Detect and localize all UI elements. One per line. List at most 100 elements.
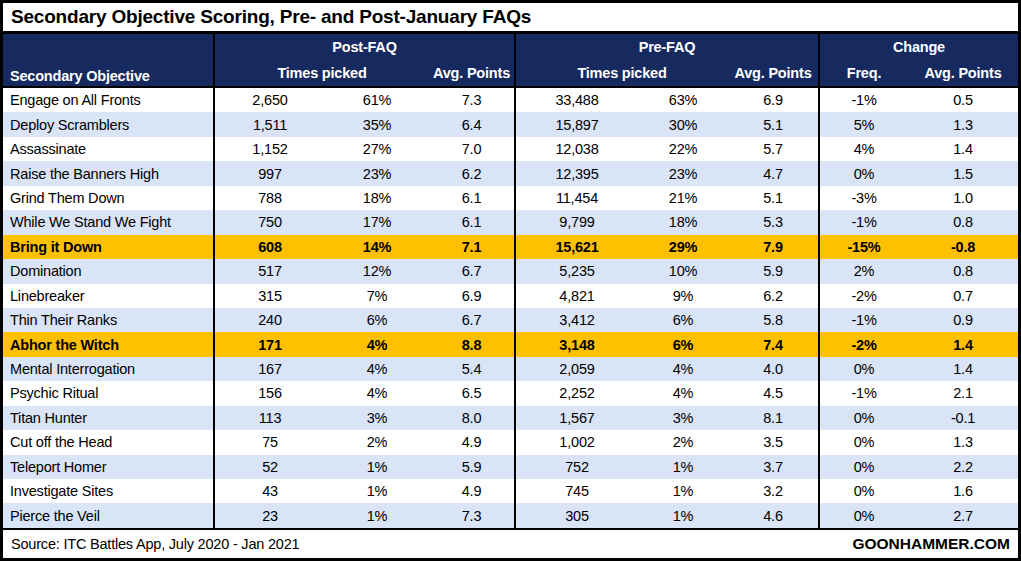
cell-pre-share: 23%	[638, 161, 728, 185]
cell-objective: Linebreaker	[3, 284, 213, 308]
table-row: Psychic Ritual1564%6.52,2524%4.5-1%2.1	[3, 381, 1018, 405]
cell-change-freq: 0%	[818, 503, 908, 527]
cell-post-times: 156	[213, 381, 325, 405]
cell-post-share: 4%	[325, 381, 429, 405]
cell-change-freq: -1%	[818, 210, 908, 234]
table-row: Pierce the Veil231%7.33051%4.60%2.7	[3, 503, 1018, 527]
cell-pre-avg: 5.1	[728, 186, 818, 210]
cell-change-avg: 1.0	[908, 186, 1018, 210]
cell-post-times: 517	[213, 259, 325, 283]
cell-objective: Cut off the Head	[3, 430, 213, 454]
cell-pre-avg: 5.8	[728, 308, 818, 332]
cell-post-avg: 8.8	[429, 332, 514, 356]
cell-objective: Pierce the Veil	[3, 503, 213, 527]
cell-pre-share: 4%	[638, 381, 728, 405]
cell-post-share: 1%	[325, 455, 429, 479]
cell-pre-avg: 5.7	[728, 137, 818, 161]
cell-post-avg: 6.1	[429, 186, 514, 210]
table-row: Thin Their Ranks2406%6.73,4126%5.8-1%0.9	[3, 308, 1018, 332]
cell-pre-share: 6%	[638, 308, 728, 332]
cell-post-avg: 6.4	[429, 112, 514, 136]
cell-post-times: 171	[213, 332, 325, 356]
cell-change-avg: 2.7	[908, 503, 1018, 527]
cell-pre-times: 752	[514, 455, 638, 479]
cell-post-avg: 6.7	[429, 308, 514, 332]
cell-post-avg: 7.3	[429, 88, 514, 112]
cell-pre-times: 5,235	[514, 259, 638, 283]
cell-post-times: 1,511	[213, 112, 325, 136]
cell-pre-avg: 7.9	[728, 235, 818, 259]
cell-pre-avg: 4.6	[728, 503, 818, 527]
cell-objective: Grind Them Down	[3, 186, 213, 210]
cell-post-times: 52	[213, 455, 325, 479]
cell-objective: Raise the Banners High	[3, 161, 213, 185]
cell-change-avg: 1.6	[908, 479, 1018, 503]
cell-objective: Investigate Sites	[3, 479, 213, 503]
table-row: Deploy Scramblers1,51135%6.415,89730%5.1…	[3, 112, 1018, 136]
cell-post-times: 75	[213, 430, 325, 454]
table-row: Grind Them Down78818%6.111,45421%5.1-3%1…	[3, 186, 1018, 210]
table-body: Engage on All Fronts2,65061%7.333,48863%…	[3, 88, 1018, 528]
table-row: Bring it Down60814%7.115,62129%7.9-15%-0…	[3, 235, 1018, 259]
table-row: While We Stand We Fight75017%6.19,79918%…	[3, 210, 1018, 234]
cell-pre-share: 6%	[638, 332, 728, 356]
table-row: Engage on All Fronts2,65061%7.333,48863%…	[3, 88, 1018, 112]
cell-objective: Deploy Scramblers	[3, 112, 213, 136]
cell-post-share: 61%	[325, 88, 429, 112]
table-row: Cut off the Head752%4.91,0022%3.50%1.3	[3, 430, 1018, 454]
cell-post-times: 43	[213, 479, 325, 503]
figure-title: Secondary Objective Scoring, Pre- and Po…	[3, 3, 1018, 34]
cell-post-avg: 6.5	[429, 381, 514, 405]
cell-change-freq: 0%	[818, 479, 908, 503]
cell-change-avg: 0.8	[908, 259, 1018, 283]
cell-post-times: 788	[213, 186, 325, 210]
cell-post-times: 113	[213, 406, 325, 430]
cell-change-freq: -2%	[818, 332, 908, 356]
change-freq-column-header: Freq.	[818, 59, 908, 86]
cell-post-times: 315	[213, 284, 325, 308]
table-row: Titan Hunter1133%8.01,5673%8.10%-0.1	[3, 406, 1018, 430]
table-row: Investigate Sites431%4.97451%3.20%1.6	[3, 479, 1018, 503]
cell-change-avg: 2.1	[908, 381, 1018, 405]
cell-post-times: 2,650	[213, 88, 325, 112]
cell-post-times: 240	[213, 308, 325, 332]
cell-post-avg: 6.7	[429, 259, 514, 283]
cell-pre-avg: 4.0	[728, 357, 818, 381]
cell-change-freq: 0%	[818, 161, 908, 185]
cell-post-share: 27%	[325, 137, 429, 161]
cell-post-share: 2%	[325, 430, 429, 454]
cell-pre-avg: 6.2	[728, 284, 818, 308]
cell-post-times: 750	[213, 210, 325, 234]
cell-change-freq: -1%	[818, 88, 908, 112]
cell-pre-times: 4,821	[514, 284, 638, 308]
cell-post-avg: 6.2	[429, 161, 514, 185]
cell-pre-share: 29%	[638, 235, 728, 259]
cell-change-avg: 1.4	[908, 332, 1018, 356]
cell-post-avg: 6.9	[429, 284, 514, 308]
cell-pre-avg: 3.7	[728, 455, 818, 479]
cell-pre-times: 33,488	[514, 88, 638, 112]
post-faq-group-header: Post-FAQ	[213, 34, 514, 59]
cell-post-share: 35%	[325, 112, 429, 136]
cell-objective: Thin Their Ranks	[3, 308, 213, 332]
cell-pre-times: 15,897	[514, 112, 638, 136]
cell-change-avg: 0.9	[908, 308, 1018, 332]
cell-post-times: 167	[213, 357, 325, 381]
cell-pre-share: 4%	[638, 357, 728, 381]
cell-pre-times: 305	[514, 503, 638, 527]
cell-pre-share: 63%	[638, 88, 728, 112]
cell-post-avg: 6.1	[429, 210, 514, 234]
cell-pre-share: 3%	[638, 406, 728, 430]
cell-pre-times: 3,412	[514, 308, 638, 332]
cell-change-avg: -0.8	[908, 235, 1018, 259]
change-group-header: Change	[818, 34, 1018, 59]
cell-pre-times: 2,059	[514, 357, 638, 381]
cell-objective: Abhor the Witch	[3, 332, 213, 356]
change-avg-points-column-header: Avg. Points	[908, 59, 1018, 86]
table-row: Mental Interrogation1674%5.42,0594%4.00%…	[3, 357, 1018, 381]
cell-objective: Teleport Homer	[3, 455, 213, 479]
cell-change-avg: 2.2	[908, 455, 1018, 479]
cell-pre-avg: 3.5	[728, 430, 818, 454]
figure-footer: Source: ITC Battles App, July 2020 - Jan…	[3, 528, 1018, 558]
cell-post-times: 608	[213, 235, 325, 259]
